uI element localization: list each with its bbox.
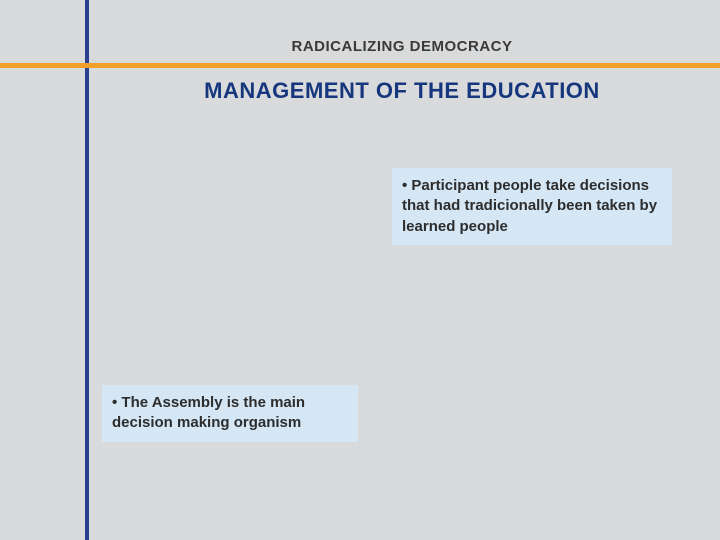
main-title: MANAGEMENT OF THE EDUCATION <box>97 78 707 104</box>
left-margin-area <box>0 0 85 540</box>
horizontal-divider-line <box>0 63 720 68</box>
slide-container: RADICALIZING DEMOCRACY MANAGEMENT OF THE… <box>0 0 720 540</box>
overline-title: RADICALIZING DEMOCRACY <box>97 38 707 55</box>
text-box-bottom-left: • The Assembly is the main decision maki… <box>102 385 358 442</box>
vertical-divider-line <box>85 0 89 540</box>
text-box-top-right: • Participant people take decisions that… <box>392 168 672 245</box>
